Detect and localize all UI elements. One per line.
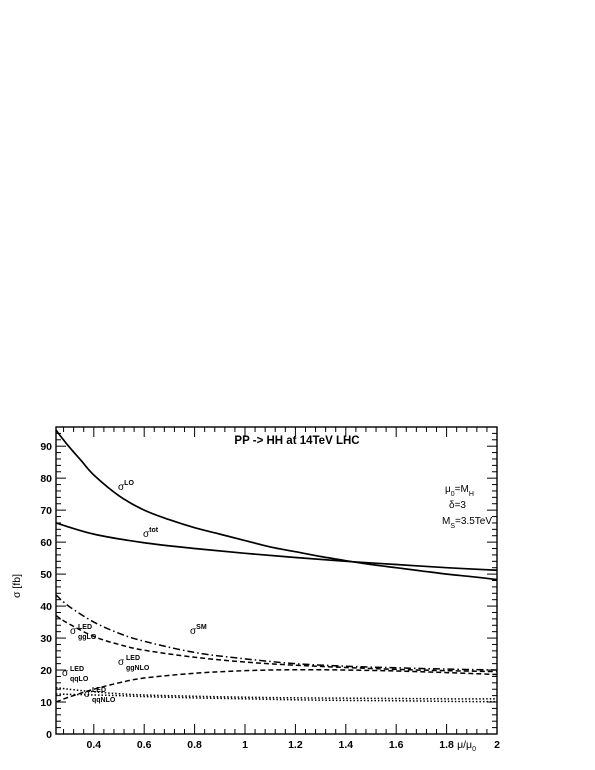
x-axis-title: μ/μ0 (457, 739, 476, 753)
series-line-1 (55, 522, 498, 572)
param-delta: δ=3 (449, 500, 466, 511)
chart-title: PP -> HH at 14TeV LHC (234, 435, 359, 447)
x-tick-label: 0.6 (137, 739, 152, 751)
label-sigma-led-ggnlo-sup: LED (126, 655, 140, 662)
label-sigma-led-qqlo: σ (62, 668, 69, 679)
label-sigma-led-qqnlo-sup: LED (92, 687, 106, 694)
x-axis-title-base: μ/μ (457, 739, 472, 751)
label-sigma-led-qqlo-sub: qqLO (70, 676, 89, 683)
y-tick-label: 60 (40, 537, 52, 549)
y-tick-label: 70 (40, 505, 52, 517)
param-mu0: μ0=MH (445, 484, 474, 498)
label-sigma-led-qqnlo: σ (84, 689, 91, 700)
y-tick-label: 40 (40, 601, 52, 613)
label-sigma-lo: σLO (118, 480, 134, 493)
x-tick-label: 1.2 (288, 739, 303, 751)
y-tick-label: 10 (40, 697, 52, 709)
param-ms: MS=3.5TeV (442, 516, 492, 530)
x-tick-label: 1.4 (338, 739, 353, 751)
label-sigma-led-gglo-sub: ggLO (78, 634, 97, 641)
label-sigma-led-gglo-sup: LED (78, 624, 92, 631)
y-tick-label: 90 (40, 441, 52, 453)
x-tick-label: 1 (242, 739, 248, 751)
label-sigma-led-ggnlo-sub: ggNLO (126, 665, 150, 672)
label-sigma-led-ggnlo: σ (118, 657, 125, 668)
series-line-3 (55, 615, 498, 673)
plot-frame (55, 426, 498, 735)
x-tick-label: 0.4 (86, 739, 101, 751)
y-tick-label: 0 (46, 729, 52, 741)
series-lines (55, 429, 498, 703)
label-sigma-sm: σSM (190, 624, 207, 637)
series-line-5 (55, 686, 498, 700)
series-line-2 (55, 594, 498, 671)
y-tick-label: 80 (40, 473, 52, 485)
axis-ticks (56, 426, 498, 735)
y-tick-label: 50 (40, 569, 52, 581)
label-sigma-led-gglo: σ (70, 626, 77, 637)
label-sigma-led-qqlo-sup: LED (70, 666, 84, 673)
label-sigma-tot: σtot (143, 527, 159, 540)
label-sigma-led-qqnlo-sub: qqNLO (92, 697, 116, 704)
y-tick-label: 20 (40, 665, 52, 677)
x-tick-label: 1.8 (439, 739, 454, 751)
series-line-0 (55, 429, 498, 581)
y-tick-label: 30 (40, 633, 52, 645)
parameter-block: μ0=MH δ=3 MS=3.5TeV (442, 484, 492, 530)
x-axis-title-sub: 0 (472, 746, 476, 753)
x-tick-label: 0.8 (187, 739, 202, 751)
x-tick-label: 1.6 (389, 739, 404, 751)
y-axis-title: σ [fb] (11, 574, 23, 598)
x-tick-label: 2 (494, 739, 500, 751)
series-line-6 (55, 693, 498, 703)
series-line-4 (55, 668, 498, 703)
